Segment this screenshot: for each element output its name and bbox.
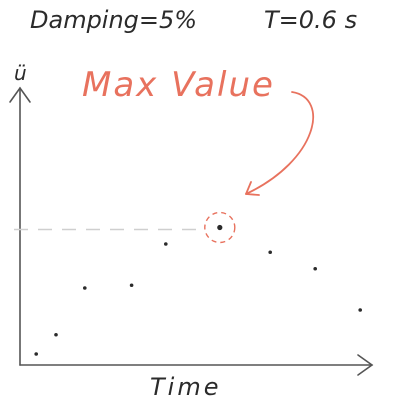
max-value-label: Max Value <box>82 65 275 105</box>
data-point <box>34 352 38 356</box>
x-axis-arrow <box>357 354 374 376</box>
data-points <box>34 224 363 356</box>
max-highlight-circle <box>204 211 236 244</box>
y-axis-arrow <box>9 86 31 103</box>
x-axis-label: Time <box>150 373 221 400</box>
damping-label: Damping=5% <box>30 6 197 34</box>
annotation-arrow <box>245 91 315 195</box>
annotation-arrow-head <box>245 181 260 196</box>
y-axis-label: ü <box>14 61 27 85</box>
data-point <box>83 286 87 290</box>
data-point <box>129 283 134 288</box>
data-point <box>268 250 273 255</box>
axes <box>9 86 374 376</box>
data-point <box>54 332 58 337</box>
period-label: T=0.6 s <box>264 6 357 34</box>
max-data-point <box>217 224 223 231</box>
data-point <box>164 242 168 246</box>
data-point <box>313 266 318 271</box>
data-point <box>358 308 363 312</box>
